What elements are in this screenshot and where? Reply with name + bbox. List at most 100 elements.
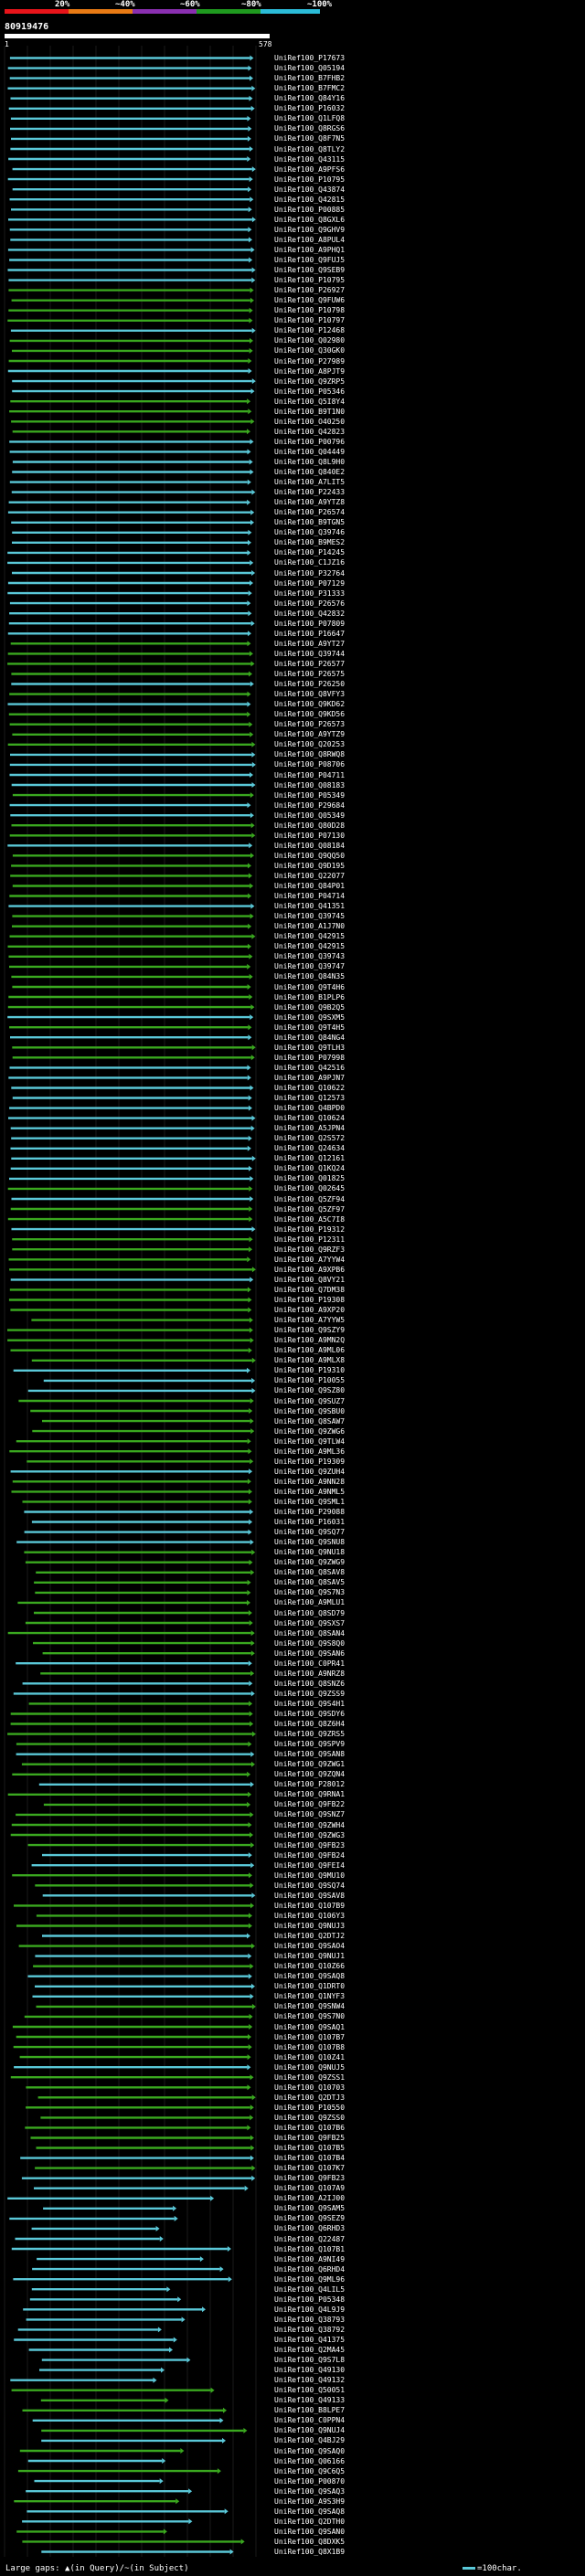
hit-name[interactable]: UniRef100_Q43115 [274, 154, 346, 164]
hit-name[interactable]: UniRef100_Q9SAQ0 [274, 2446, 346, 2455]
hit-name[interactable]: UniRef100_A9ML36 [274, 1447, 346, 1456]
hit-name[interactable]: UniRef100_Q9KD56 [274, 710, 346, 719]
hit-name[interactable]: UniRef100_Q08184 [274, 841, 346, 850]
hit-name[interactable]: UniRef100_A9YT27 [274, 639, 346, 648]
hit-name[interactable]: UniRef100_Q1DRT0 [274, 1982, 346, 1991]
hit-name[interactable]: UniRef100_Q9RZF3 [274, 1245, 346, 1254]
hit-name[interactable]: UniRef100_Q9SQ77 [274, 1528, 346, 1537]
hit-name[interactable]: UniRef100_A8PJT9 [274, 366, 346, 376]
hit-name[interactable]: UniRef100_Q9SPV9 [274, 1740, 346, 1749]
hit-name[interactable]: UniRef100_P10797 [274, 316, 346, 325]
hit-name[interactable]: UniRef100_Q9SAN6 [274, 1648, 346, 1658]
hit-name[interactable]: UniRef100_Q49132 [274, 2376, 346, 2385]
hit-name[interactable]: UniRef100_P04714 [274, 892, 346, 900]
hit-name[interactable]: UniRef100_Q7DM38 [274, 1285, 346, 1294]
hit-name[interactable]: UniRef100_B7FMC2 [274, 84, 346, 93]
hit-name[interactable]: UniRef100_Q107B6 [274, 2123, 346, 2132]
hit-name[interactable]: UniRef100_P26577 [274, 659, 346, 668]
hit-name[interactable]: UniRef100_A9MLX8 [274, 1356, 346, 1365]
hit-name[interactable]: UniRef100_A9ML06 [274, 1346, 346, 1355]
hit-name[interactable]: UniRef100_P10798 [274, 306, 346, 315]
hit-name[interactable]: UniRef100_Q1KQ24 [274, 1164, 346, 1173]
hit-name[interactable]: UniRef100_Q9S7L8 [274, 2356, 346, 2365]
hit-name[interactable]: UniRef100_P19312 [274, 1224, 346, 1234]
hit-name[interactable]: UniRef100_Q9NUJ3 [274, 1922, 346, 1930]
hit-name[interactable]: UniRef100_P07129 [274, 578, 346, 588]
hit-name[interactable]: UniRef100_Q9FB25 [274, 2134, 346, 2142]
hit-name[interactable]: UniRef100_Q107A9 [274, 2184, 346, 2193]
hit-name[interactable]: UniRef100_Q22487 [274, 2234, 346, 2243]
hit-name[interactable]: UniRef100_Q20253 [274, 740, 346, 749]
hit-name[interactable]: UniRef100_Q10624 [274, 1114, 346, 1123]
hit-name[interactable]: UniRef100_P10795 [274, 175, 346, 184]
hit-name[interactable]: UniRef100_Q9S7N0 [274, 2012, 346, 2021]
hit-name[interactable]: UniRef100_Q9SNW4 [274, 2002, 346, 2011]
hit-name[interactable]: UniRef100_A9YTZ9 [274, 730, 346, 739]
hit-name[interactable]: UniRef100_A9NML5 [274, 1487, 346, 1496]
hit-name[interactable]: UniRef100_Q9QQ50 [274, 851, 346, 860]
hit-name[interactable]: UniRef100_A9PFS6 [274, 164, 346, 174]
hit-name[interactable]: UniRef100_P29684 [274, 800, 346, 810]
hit-name[interactable]: UniRef100_Q8RWQ8 [274, 750, 346, 759]
hit-name[interactable]: UniRef100_Q24634 [274, 1144, 346, 1153]
hit-name[interactable]: UniRef100_C0PR41 [274, 1659, 346, 1668]
hit-name[interactable]: UniRef100_Q9T4H6 [274, 982, 346, 991]
hit-name[interactable]: UniRef100_B7FHB2 [274, 74, 346, 83]
hit-name[interactable]: UniRef100_P28012 [274, 1780, 346, 1789]
hit-name[interactable]: UniRef100_P14245 [274, 548, 346, 557]
hit-name[interactable]: UniRef100_Q9SAM5 [274, 2204, 346, 2213]
hit-name[interactable]: UniRef100_Q9SAQ1 [274, 2022, 346, 2031]
hit-name[interactable]: UniRef100_Q12161 [274, 1154, 346, 1163]
hit-name[interactable]: UniRef100_P16031 [274, 1518, 346, 1526]
hit-name[interactable]: UniRef100_Q4BPD0 [274, 1104, 346, 1113]
hit-name[interactable]: UniRef100_P07130 [274, 831, 346, 840]
hit-name[interactable]: UniRef100_P19308 [274, 1296, 346, 1304]
hit-name[interactable]: UniRef100_Q06166 [274, 2456, 346, 2465]
hit-name[interactable]: UniRef100_Q9NU18 [274, 1548, 346, 1557]
hit-name[interactable]: UniRef100_Q2S572 [274, 1134, 346, 1143]
hit-name[interactable]: UniRef100_Q9ML96 [274, 2274, 346, 2284]
hit-name[interactable]: UniRef100_Q39743 [274, 952, 346, 961]
hit-name[interactable]: UniRef100_Q107B7 [274, 2032, 346, 2041]
hit-name[interactable]: UniRef100_Q4LIL5 [274, 2284, 346, 2294]
hit-name[interactable]: UniRef100_A9NI49 [274, 2254, 346, 2263]
hit-name[interactable]: UniRef100_Q05349 [274, 811, 346, 820]
hit-name[interactable]: UniRef100_Q10622 [274, 1084, 346, 1092]
hit-name[interactable]: UniRef100_Q50051 [274, 2386, 346, 2395]
hit-name[interactable]: UniRef100_Q9ZWH4 [274, 1820, 346, 1829]
hit-name[interactable]: UniRef100_Q10Z41 [274, 2052, 346, 2062]
hit-name[interactable]: UniRef100_Q8RGS6 [274, 124, 346, 133]
hit-name[interactable]: UniRef100_Q01825 [274, 1174, 346, 1183]
hit-name[interactable]: UniRef100_A7YYW4 [274, 1255, 346, 1264]
hit-name[interactable]: UniRef100_A9S3H9 [274, 2496, 346, 2506]
hit-name[interactable]: UniRef100_Q9SAQ3 [274, 2486, 346, 2496]
hit-name[interactable]: UniRef100_Q106Y3 [274, 1911, 346, 1920]
hit-name[interactable]: UniRef100_A9YTZ8 [274, 498, 346, 507]
hit-name[interactable]: UniRef100_P26250 [274, 680, 346, 688]
hit-name[interactable]: UniRef100_Q8SNZ6 [274, 1679, 346, 1688]
hit-name[interactable]: UniRef100_Q9ZSS0 [274, 2113, 346, 2122]
hit-name[interactable]: UniRef100_Q42815 [274, 195, 346, 204]
hit-name[interactable]: UniRef100_A8PUL4 [274, 235, 346, 244]
hit-name[interactable]: UniRef100_A9MLU1 [274, 1598, 346, 1607]
hit-name[interactable]: UniRef100_Q39746 [274, 528, 346, 537]
hit-name[interactable]: UniRef100_Q9ZUH4 [274, 1467, 346, 1476]
hit-name[interactable]: UniRef100_Q9ZWG6 [274, 1426, 346, 1436]
hit-name[interactable]: UniRef100_Q8VFY3 [274, 690, 346, 699]
hit-name[interactable]: UniRef100_B9T1N0 [274, 407, 346, 416]
hit-name[interactable]: UniRef100_Q9SML1 [274, 1497, 346, 1506]
hit-name[interactable]: UniRef100_Q05194 [274, 64, 346, 73]
hit-name[interactable]: UniRef100_Q2DTJ3 [274, 2093, 346, 2102]
hit-name[interactable]: UniRef100_Q38792 [274, 2325, 346, 2334]
hit-name[interactable]: UniRef100_P26573 [274, 720, 346, 729]
hit-name[interactable]: UniRef100_P00885 [274, 205, 346, 214]
hit-name[interactable]: UniRef100_Q9ZQN4 [274, 1770, 346, 1779]
hit-name[interactable]: UniRef100_Q9S4H1 [274, 1699, 346, 1708]
hit-name[interactable]: UniRef100_A9PHQ1 [274, 245, 346, 254]
hit-name[interactable]: UniRef100_Q39744 [274, 649, 346, 658]
hit-name[interactable]: UniRef100_Q2DTJ2 [274, 1932, 346, 1940]
hit-name[interactable]: UniRef100_Q8SAN4 [274, 1628, 346, 1638]
hit-name[interactable]: UniRef100_Q9SAV8 [274, 1891, 346, 1900]
hit-name[interactable]: UniRef100_Q9T4H5 [274, 1023, 346, 1032]
hit-name[interactable]: UniRef100_A9MN2Q [274, 1336, 346, 1345]
